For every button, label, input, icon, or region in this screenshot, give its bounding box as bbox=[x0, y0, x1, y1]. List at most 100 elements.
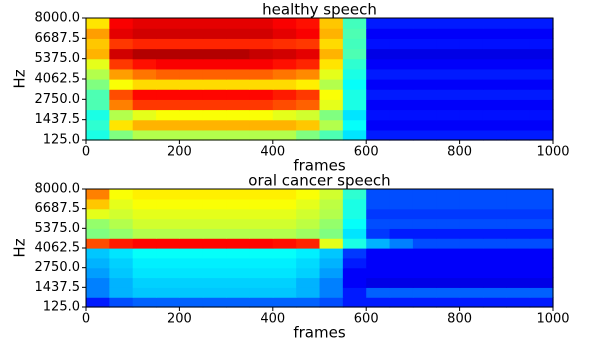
heatmap-cell bbox=[529, 129, 554, 141]
heatmap-cell bbox=[412, 38, 437, 50]
heatmap-cell bbox=[179, 228, 204, 239]
heatmap-cell bbox=[459, 129, 484, 141]
heatmap-cell bbox=[179, 248, 204, 259]
heatmap-cell bbox=[412, 109, 437, 121]
heatmap-cell bbox=[109, 277, 134, 288]
heatmap-cell bbox=[482, 277, 507, 288]
heatmap-cell bbox=[319, 208, 344, 220]
heatmap-cell bbox=[86, 228, 110, 239]
heatmap-cell bbox=[202, 297, 227, 308]
heatmap-cell bbox=[132, 28, 157, 39]
heatmap-cell bbox=[109, 208, 134, 220]
heatmap-cell bbox=[202, 257, 227, 269]
heatmap-cell bbox=[272, 248, 297, 259]
heatmap-cell bbox=[132, 18, 157, 29]
heatmap-cell bbox=[389, 38, 414, 50]
heatmap-cell bbox=[459, 79, 484, 90]
heatmap-cell bbox=[202, 189, 227, 200]
heatmap-cell bbox=[366, 68, 391, 80]
heatmap-cell bbox=[366, 18, 391, 29]
heatmap-cell bbox=[342, 58, 367, 70]
heatmap-cell bbox=[412, 89, 437, 100]
heatmap-cell bbox=[226, 267, 251, 279]
heatmap-cell bbox=[86, 287, 110, 298]
chart-title: healthy speech bbox=[262, 1, 377, 19]
heatmap-cell bbox=[179, 119, 204, 131]
heatmap-cell bbox=[296, 119, 321, 131]
heatmap-cell bbox=[412, 267, 437, 279]
heatmap-cell bbox=[319, 238, 344, 249]
heatmap-cell bbox=[202, 28, 227, 39]
y-tick-label: 2750.0 bbox=[35, 260, 81, 275]
x-axis-label: frames bbox=[293, 157, 345, 175]
heatmap-cell bbox=[202, 129, 227, 141]
heatmap-cell bbox=[319, 89, 344, 100]
heatmap-cell bbox=[529, 38, 554, 50]
heatmap-cell bbox=[202, 277, 227, 288]
heatmap-cell bbox=[202, 18, 227, 29]
heatmap-cell bbox=[342, 18, 367, 29]
heatmap-cell bbox=[506, 248, 531, 259]
heatmap-cell bbox=[389, 248, 414, 259]
heatmap-cell bbox=[272, 79, 297, 90]
heatmap-cell bbox=[296, 248, 321, 259]
heatmap-cell bbox=[389, 277, 414, 288]
heatmap-cell bbox=[319, 248, 344, 259]
heatmap-cell bbox=[529, 89, 554, 100]
heatmap-cell bbox=[226, 208, 251, 220]
heatmap-cell bbox=[459, 228, 484, 239]
heatmap-cell bbox=[506, 48, 531, 60]
heatmap-cell bbox=[319, 198, 344, 210]
heatmap-cell bbox=[202, 89, 227, 100]
heatmap-cell bbox=[459, 38, 484, 50]
heatmap-cell bbox=[342, 287, 367, 298]
heatmap-cell bbox=[506, 28, 531, 39]
heatmap-cell bbox=[132, 257, 157, 269]
heatmap-cell bbox=[86, 119, 110, 131]
heatmap-cell bbox=[179, 79, 204, 90]
heatmap-cell bbox=[272, 267, 297, 279]
heatmap-cell bbox=[156, 189, 180, 200]
heatmap-cell bbox=[412, 79, 437, 90]
heatmap-cell bbox=[342, 297, 367, 308]
heatmap-cell bbox=[412, 28, 437, 39]
x-tick-label: 200 bbox=[167, 312, 192, 327]
heatmap-cell bbox=[249, 287, 274, 298]
heatmap-cell bbox=[202, 218, 227, 229]
heatmap-cell bbox=[412, 48, 437, 60]
heatmap-cell bbox=[529, 198, 554, 210]
heatmap-cell bbox=[482, 38, 507, 50]
heatmap-cell bbox=[296, 89, 321, 100]
heatmap-cell bbox=[436, 48, 461, 60]
heatmap-cell bbox=[109, 218, 134, 229]
heatmap-cell bbox=[529, 109, 554, 121]
heatmap-cell bbox=[296, 28, 321, 39]
heatmap-cell bbox=[529, 48, 554, 60]
heatmap-cell bbox=[226, 297, 251, 308]
heatmap-cell bbox=[109, 48, 134, 60]
heatmap-cell bbox=[436, 228, 461, 239]
heatmap-cell bbox=[366, 48, 391, 60]
heatmap-cell bbox=[156, 267, 180, 279]
heatmap-cell bbox=[296, 257, 321, 269]
heatmap-cell bbox=[156, 119, 180, 131]
heatmap-cell bbox=[366, 189, 391, 200]
heatmap-cell bbox=[179, 89, 204, 100]
heatmap-cell bbox=[342, 198, 367, 210]
heatmap-cell bbox=[366, 277, 391, 288]
heatmap-cell bbox=[226, 58, 251, 70]
heatmap-cell bbox=[249, 218, 274, 229]
heatmap-cell bbox=[86, 18, 110, 29]
heatmap-cell bbox=[249, 119, 274, 131]
heatmap-cell bbox=[202, 79, 227, 90]
heatmap-cell bbox=[436, 68, 461, 80]
heatmap-cell bbox=[366, 119, 391, 131]
heatmap-cell bbox=[342, 68, 367, 80]
heatmap-cell bbox=[272, 89, 297, 100]
heatmap-cell bbox=[249, 248, 274, 259]
heatmap-cell bbox=[86, 198, 110, 210]
heatmap-cell bbox=[226, 218, 251, 229]
heatmap-cell bbox=[459, 99, 484, 111]
heatmap-cell bbox=[482, 79, 507, 90]
heatmap-cell bbox=[436, 79, 461, 90]
